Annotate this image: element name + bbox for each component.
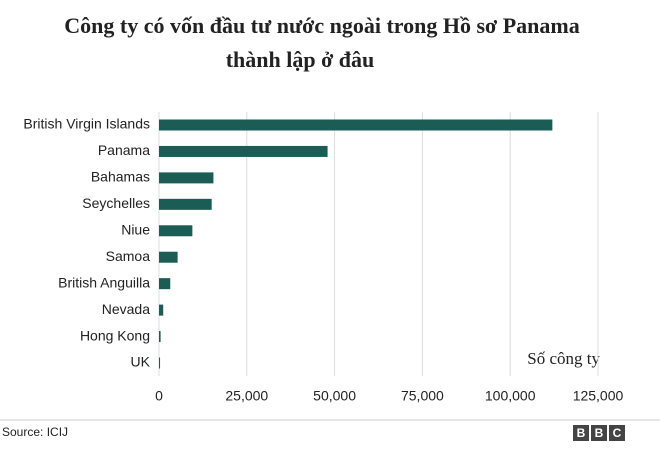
x-tick-label: 125,000: [573, 388, 624, 404]
x-tick-label: 50,000: [313, 388, 356, 404]
logo-letter: C: [613, 426, 622, 440]
logo-box: [573, 425, 589, 441]
y-tick-label: Panama: [98, 142, 150, 158]
x-tick-label: 25,000: [225, 388, 268, 404]
bar: [159, 225, 193, 237]
bar: [159, 251, 178, 263]
chart-title: Công ty có vốn đầu tư nước ngoài trong H…: [64, 13, 579, 38]
y-tick-label: British Virgin Islands: [23, 116, 150, 132]
bar: [159, 357, 161, 369]
y-tick-label: Bahamas: [91, 169, 150, 185]
chart-title: thành lập ở đâu: [226, 47, 375, 72]
bar: [159, 172, 214, 184]
y-tick-label: Samoa: [106, 248, 151, 264]
bar: [159, 145, 328, 157]
bar: [159, 198, 212, 210]
y-tick-label: British Anguilla: [58, 274, 150, 290]
logo-letter: B: [577, 426, 586, 440]
logo-letter: B: [595, 426, 604, 440]
x-axis-label: Số công ty: [527, 349, 600, 368]
x-tick-label: 100,000: [485, 388, 536, 404]
bar: [159, 331, 161, 343]
y-tick-label: Hong Kong: [80, 327, 150, 343]
x-tick-label: 75,000: [401, 388, 444, 404]
y-tick-label: UK: [131, 354, 151, 370]
logo-box: [609, 425, 625, 441]
bar: [159, 278, 171, 290]
logo-box: [591, 425, 607, 441]
y-tick-label: Nevada: [102, 301, 150, 317]
bar: [159, 304, 164, 316]
y-tick-label: Niue: [121, 221, 150, 237]
source: Source: ICIJ: [2, 425, 68, 439]
bar: [159, 119, 553, 131]
y-tick-label: Seychelles: [82, 195, 150, 211]
x-tick-label: 0: [155, 388, 163, 404]
